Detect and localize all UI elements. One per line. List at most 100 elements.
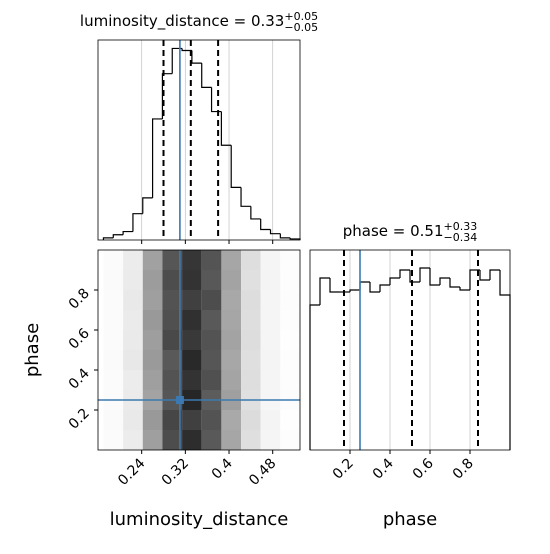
density-cell xyxy=(260,410,281,430)
density-cell xyxy=(142,270,163,290)
density-cell xyxy=(182,290,202,310)
histogram-bin xyxy=(489,269,500,280)
density-cell xyxy=(182,370,202,390)
density-cell xyxy=(280,290,300,310)
x-tick-label: 0.4 xyxy=(370,455,397,482)
density-cell xyxy=(142,250,163,270)
density-cell xyxy=(260,430,281,450)
density-cell xyxy=(162,410,183,430)
histogram-bin xyxy=(102,237,114,240)
density-cell xyxy=(142,350,163,370)
histogram-bin xyxy=(181,48,192,52)
density-cell xyxy=(142,310,163,330)
x-tick-label: 0.48 xyxy=(246,456,279,489)
density-cell xyxy=(201,270,222,290)
histogram-bin xyxy=(112,234,124,238)
density-cell xyxy=(221,310,242,330)
density-cell xyxy=(241,310,261,330)
density-cell xyxy=(280,250,300,270)
histogram-bin xyxy=(399,269,410,278)
histogram-bin xyxy=(379,284,390,292)
density-cell xyxy=(201,310,222,330)
density-cell xyxy=(221,290,242,310)
x-tick-label: 0.8 xyxy=(450,456,477,483)
histogram-bin xyxy=(419,267,430,282)
title-plus: +0.05 xyxy=(284,10,318,23)
histogram-bin xyxy=(459,287,470,291)
title-minus: −0.34 xyxy=(444,231,478,244)
density-cell xyxy=(123,250,143,270)
density-cell xyxy=(201,410,222,430)
density-cell xyxy=(123,430,143,450)
title-main: luminosity_distance = 0.33 xyxy=(80,12,284,31)
density-cell xyxy=(103,410,124,430)
density-cell xyxy=(260,330,281,350)
density-cell xyxy=(123,290,143,310)
density-cell xyxy=(260,370,281,390)
histogram-bin xyxy=(250,206,261,220)
density-cell xyxy=(280,410,300,430)
histogram-bin xyxy=(469,269,480,290)
density-cell xyxy=(123,270,143,290)
histogram-bin xyxy=(349,289,360,292)
histogram-bin xyxy=(329,278,340,293)
density-cell xyxy=(280,270,300,290)
histogram-bin xyxy=(132,213,143,232)
histogram-bin xyxy=(191,50,202,64)
density-cell xyxy=(201,430,222,450)
panel-title: luminosity_distance = 0.33+0.05 −0.05 xyxy=(80,10,318,34)
density-cell xyxy=(221,330,242,350)
x-tick-label: 0.2 xyxy=(330,456,357,483)
density-cell xyxy=(201,250,222,270)
density-cell xyxy=(280,430,300,450)
density-cell xyxy=(123,370,143,390)
density-cell xyxy=(162,350,183,370)
x-tick-label: 0.6 xyxy=(410,455,437,482)
histogram-bin xyxy=(142,197,153,214)
histogram-bin xyxy=(201,63,212,88)
x-axis-label: luminosity_distance xyxy=(110,509,289,530)
histogram-bin xyxy=(260,218,271,231)
y-tick-label: 0.4 xyxy=(66,365,93,392)
plot-border xyxy=(97,249,301,451)
title-minus: −0.05 xyxy=(284,21,318,34)
density-cell xyxy=(162,310,183,330)
density-cell xyxy=(201,350,222,370)
title-main: phase = 0.51 xyxy=(343,222,444,240)
density-cell xyxy=(103,290,124,310)
plot-border xyxy=(97,39,301,241)
density-cell xyxy=(241,350,261,370)
density-cell xyxy=(182,310,202,330)
density-cell xyxy=(162,250,183,270)
density-cell xyxy=(221,410,242,430)
histogram-bin xyxy=(439,277,450,285)
density-cell xyxy=(182,430,202,450)
density-cell xyxy=(182,410,202,430)
density-cell xyxy=(201,330,222,350)
x-tick-label: 0.4 xyxy=(209,455,236,482)
histogram-bin xyxy=(151,118,163,198)
density-cell xyxy=(241,370,261,390)
density-cell xyxy=(201,370,222,390)
histogram-bin xyxy=(429,268,440,286)
density-cell xyxy=(241,290,261,310)
density-cell xyxy=(162,330,183,350)
density-cell xyxy=(260,350,281,370)
density-cell xyxy=(162,290,183,310)
density-cell xyxy=(123,350,143,370)
density-cell xyxy=(162,270,183,290)
plot-border xyxy=(309,249,511,451)
density-cell xyxy=(260,270,281,290)
density-cell xyxy=(103,370,124,390)
truth-point xyxy=(175,396,184,404)
density-cell xyxy=(201,290,222,310)
histogram-bin xyxy=(161,73,173,119)
density-cell xyxy=(241,330,261,350)
density-cell xyxy=(182,330,202,350)
plot-area xyxy=(98,40,300,240)
y-axis-label: phase xyxy=(22,323,43,377)
density-cell xyxy=(103,350,124,370)
density-cell xyxy=(142,430,163,450)
density-cell xyxy=(142,330,163,350)
density-cell xyxy=(123,310,143,330)
